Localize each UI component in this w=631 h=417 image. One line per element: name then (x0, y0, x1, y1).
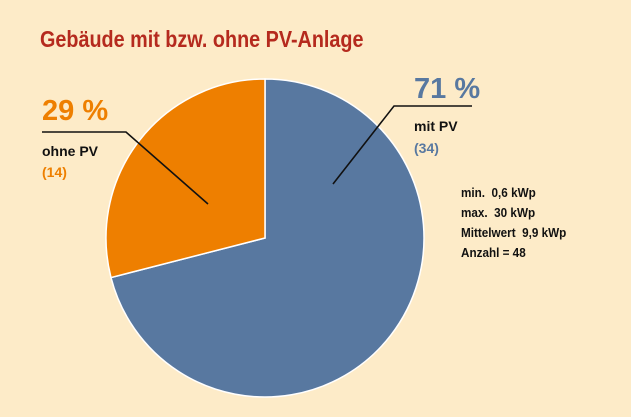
chart-title: Gebäude mit bzw. ohne PV-Anlage (40, 26, 364, 52)
pie-slice-mit-pv (110, 78, 425, 398)
ohne-pv-label: ohne PV (42, 143, 99, 159)
ohne-pv-count: (14) (42, 164, 67, 180)
pie-slice-ohne-pv (105, 78, 266, 279)
mit-pv-percent: 71 % (414, 73, 480, 105)
stat-mean: Mittelwert 9,9 kWp (461, 225, 567, 240)
stat-min: min. 0,6 kWp (461, 185, 536, 200)
leader-line-ohne-pv (42, 131, 209, 205)
mit-pv-count: (34) (414, 140, 439, 156)
stats-box: min. 0,6 kWp max. 30 kWp Mittelwert 9,9 … (461, 183, 566, 263)
leader-line-mit-pv (332, 105, 472, 185)
stat-max: max. 30 kWp (461, 205, 536, 220)
ohne-pv-percent: 29 % (42, 95, 108, 127)
stat-count: Anzahl = 48 (461, 245, 526, 260)
mit-pv-label: mit PV (414, 118, 458, 134)
